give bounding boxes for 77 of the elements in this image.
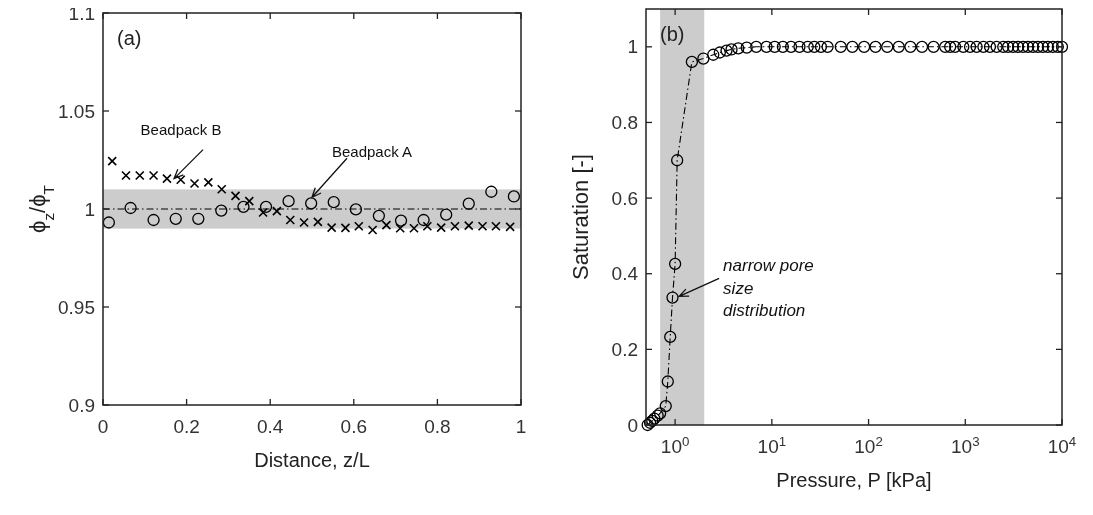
- point: [327, 195, 340, 209]
- x-axis-title: Distance, z/L: [254, 449, 370, 471]
- point: [203, 177, 214, 188]
- x-tick-label: 10$^{4}$: [1047, 433, 1077, 457]
- point: [299, 217, 309, 228]
- annotation: Beadpack B: [140, 120, 222, 138]
- x-tick-label: 10$^{3}$: [951, 433, 980, 457]
- point: [169, 212, 182, 225]
- point: [259, 200, 273, 213]
- point: [422, 221, 433, 232]
- x-tick-label: 10$^{0}$: [660, 433, 690, 457]
- point: [440, 208, 453, 221]
- point: [505, 222, 515, 232]
- point: [192, 212, 205, 225]
- y-tick-label: 1.05: [58, 100, 95, 122]
- point: [244, 196, 255, 206]
- point: [215, 204, 228, 217]
- annotation: (b): [660, 23, 685, 45]
- x-tick-label: 0: [97, 416, 109, 437]
- point: [121, 170, 131, 181]
- point: [395, 223, 405, 234]
- y-tick-label: 1: [627, 36, 638, 58]
- point: [189, 178, 200, 189]
- y-tick-label: 0.95: [58, 296, 95, 318]
- y-tick-label: 0.8: [611, 112, 638, 134]
- point: [272, 206, 282, 216]
- x-tick-label: 0.2: [173, 416, 200, 437]
- point: [462, 197, 475, 210]
- point: [162, 173, 172, 184]
- point: [507, 190, 521, 203]
- x-tick-label: 0.8: [424, 416, 451, 437]
- point: [107, 156, 117, 166]
- annotation: (a): [117, 27, 142, 49]
- point: [450, 221, 460, 232]
- x-tick-label: 10$^{2}$: [854, 433, 883, 457]
- point: [124, 201, 137, 215]
- y-axis-title: Saturation [-]: [568, 154, 593, 280]
- point: [349, 203, 363, 216]
- point: [367, 225, 378, 235]
- point: [491, 221, 501, 232]
- y-tick-label: 0.9: [68, 394, 95, 416]
- x-tick-label: 1: [515, 416, 527, 437]
- point: [340, 223, 351, 233]
- x-axis-title: Pressure, P [kPa]: [776, 469, 932, 491]
- y-tick-label: 0.2: [611, 339, 638, 361]
- y-tick-label: 0.6: [611, 187, 638, 209]
- point: [313, 217, 323, 227]
- point: [305, 197, 318, 210]
- point: [102, 216, 115, 229]
- point: [216, 184, 227, 194]
- point: [285, 215, 296, 225]
- x-tick-label: 0.4: [256, 416, 284, 437]
- y-tick-label: 0.4: [611, 263, 639, 285]
- point: [485, 185, 498, 198]
- point: [477, 221, 488, 232]
- x-tick-label: 0.6: [340, 416, 368, 437]
- point: [230, 191, 241, 201]
- point: [326, 222, 337, 233]
- point: [237, 200, 250, 213]
- point: [381, 220, 392, 230]
- annotation: Beadpack A: [331, 143, 413, 161]
- point: [148, 170, 159, 181]
- point: [394, 214, 408, 227]
- point: [175, 175, 186, 185]
- point: [417, 213, 430, 227]
- y-tick-label: 1: [84, 198, 95, 220]
- point: [372, 209, 386, 223]
- point: [282, 195, 295, 208]
- point: [436, 222, 446, 233]
- point: [134, 170, 145, 181]
- point: [258, 207, 268, 218]
- point: [354, 221, 364, 232]
- annotation: narrow pore size distribution: [723, 256, 814, 320]
- point: [463, 220, 474, 231]
- x-tick-label: 10$^{1}$: [757, 433, 787, 457]
- point: [409, 223, 419, 234]
- point: [147, 213, 160, 227]
